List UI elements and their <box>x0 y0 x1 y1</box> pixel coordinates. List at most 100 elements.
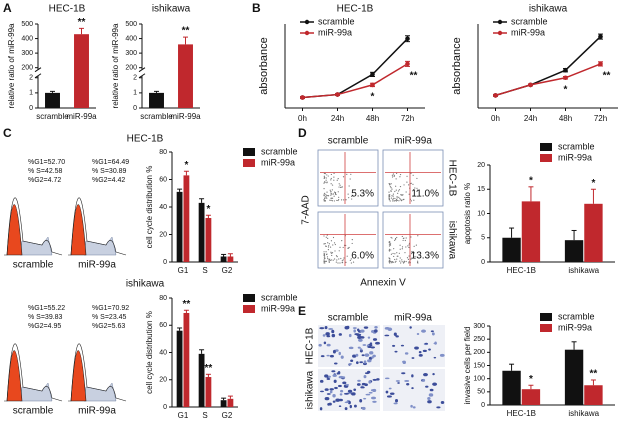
significance-mark: * <box>184 160 188 171</box>
event-dot <box>391 260 393 263</box>
stained-cell <box>404 352 409 355</box>
significance-mark: ** <box>182 26 190 37</box>
event-dot <box>389 260 391 262</box>
column-label: miR-99a <box>394 313 432 324</box>
point <box>370 82 375 88</box>
point <box>300 95 305 100</box>
stained-cell <box>406 383 410 386</box>
stained-cell <box>387 327 393 331</box>
micrograph <box>383 369 445 411</box>
event-dot <box>406 175 408 177</box>
x-tick-label: S <box>202 411 207 420</box>
event-dot <box>350 173 352 175</box>
event-dot <box>399 260 401 262</box>
x-tick-label: G1 <box>178 411 189 420</box>
scatter-plot-frame <box>382 211 444 269</box>
stained-cell <box>411 374 414 378</box>
event-dot <box>332 259 334 261</box>
y-tick-label: 50 <box>477 389 485 396</box>
event-dot <box>403 237 405 239</box>
event-dot <box>331 193 333 195</box>
event-dot <box>323 251 325 253</box>
event-dot <box>412 195 414 197</box>
event-dot <box>403 261 406 263</box>
x-tick-label: G2 <box>222 266 233 275</box>
event-dot <box>338 250 340 252</box>
panel-letter: D <box>298 126 307 140</box>
y-tick-label: 10 <box>477 210 485 217</box>
event-dot <box>329 246 332 248</box>
apoptosis-percentage: 13.3% <box>411 251 439 262</box>
event-dot <box>410 172 412 174</box>
stained-cell <box>362 344 367 346</box>
event-dot <box>337 262 339 264</box>
event-dot <box>417 260 419 262</box>
event-dot <box>414 187 416 189</box>
event-dot <box>324 181 326 183</box>
x-tick-label: HEC-1B <box>507 409 536 418</box>
significance-mark: * <box>591 178 595 189</box>
event-dot <box>328 243 330 245</box>
event-dot <box>334 192 337 194</box>
event-dot <box>396 197 398 199</box>
event-dot <box>324 260 326 262</box>
stained-cell <box>332 394 336 398</box>
stained-cell <box>394 350 398 353</box>
legend-label: scramble <box>558 311 595 321</box>
x-tick-label: miR-99a <box>170 112 201 121</box>
event-dot <box>336 256 338 258</box>
event-dot <box>351 198 353 200</box>
event-dot <box>333 191 336 193</box>
event-dot <box>416 189 419 191</box>
x-axis-label: Annexin V <box>360 278 406 289</box>
x-tick-label: miR-99a <box>66 112 97 121</box>
x-tick-label: 48h <box>366 114 379 123</box>
bar <box>183 175 190 262</box>
y-tick-label: 0 <box>163 404 167 411</box>
event-dot <box>390 197 393 199</box>
stained-cell <box>388 387 392 390</box>
x-tick-label: 48h <box>559 114 572 123</box>
event-dot <box>325 245 327 247</box>
stained-cell <box>385 390 389 394</box>
point <box>598 61 603 67</box>
event-dot <box>339 186 342 188</box>
stained-cell <box>422 349 427 353</box>
stained-cell <box>329 354 334 358</box>
stained-cell <box>372 400 377 403</box>
event-dot <box>402 239 404 242</box>
x-tick-label: S <box>202 266 207 275</box>
event-dot <box>323 175 325 177</box>
event-dot <box>392 261 394 263</box>
stained-cell <box>318 343 322 347</box>
event-dot <box>405 246 407 248</box>
stained-cell <box>436 406 441 409</box>
stained-cell <box>346 325 350 329</box>
stained-cell <box>353 388 357 392</box>
stained-cell <box>370 389 376 392</box>
event-dot <box>412 183 414 185</box>
stained-cell <box>332 374 337 377</box>
stained-cell <box>386 395 392 398</box>
event-dot <box>391 176 394 178</box>
event-dot <box>327 237 329 239</box>
stained-cell <box>344 407 348 411</box>
stained-cell <box>423 372 428 377</box>
event-dot <box>410 258 412 260</box>
event-dot <box>323 188 325 190</box>
event-dot <box>326 197 328 199</box>
event-dot <box>326 256 329 258</box>
event-dot <box>398 189 401 191</box>
stained-cell <box>361 382 366 386</box>
y-axis-label: invasive cells per field <box>463 327 472 405</box>
stained-cell <box>371 396 376 400</box>
event-dot <box>346 173 348 176</box>
event-dot <box>331 189 333 191</box>
stained-cell <box>411 357 415 359</box>
event-dot <box>327 242 329 244</box>
stained-cell <box>361 406 366 411</box>
event-dot <box>398 200 400 202</box>
event-dot <box>413 199 415 201</box>
stained-cell <box>395 335 399 338</box>
